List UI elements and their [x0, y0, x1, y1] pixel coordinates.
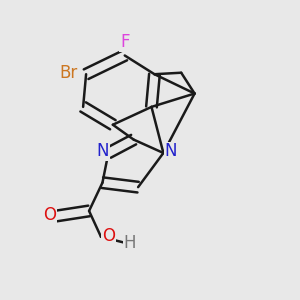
Text: O: O	[43, 206, 56, 224]
Text: N: N	[165, 142, 177, 160]
Text: F: F	[120, 33, 130, 51]
Text: Br: Br	[59, 64, 77, 82]
Text: N: N	[97, 142, 109, 160]
Text: H: H	[124, 234, 136, 252]
Text: O: O	[102, 227, 115, 245]
